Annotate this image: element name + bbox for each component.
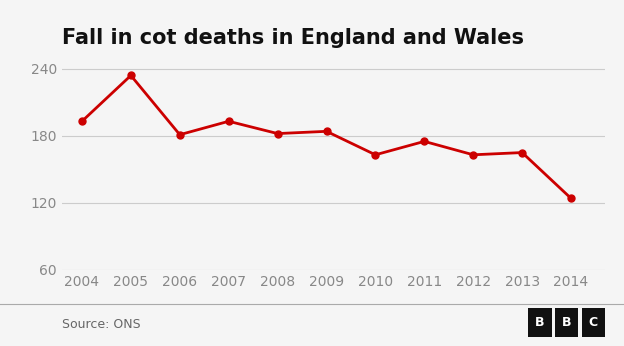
Text: Fall in cot deaths in England and Wales: Fall in cot deaths in England and Wales bbox=[62, 28, 524, 48]
Text: B: B bbox=[535, 316, 545, 329]
Text: B: B bbox=[562, 316, 572, 329]
Text: C: C bbox=[589, 316, 598, 329]
Text: Source: ONS: Source: ONS bbox=[62, 318, 141, 331]
